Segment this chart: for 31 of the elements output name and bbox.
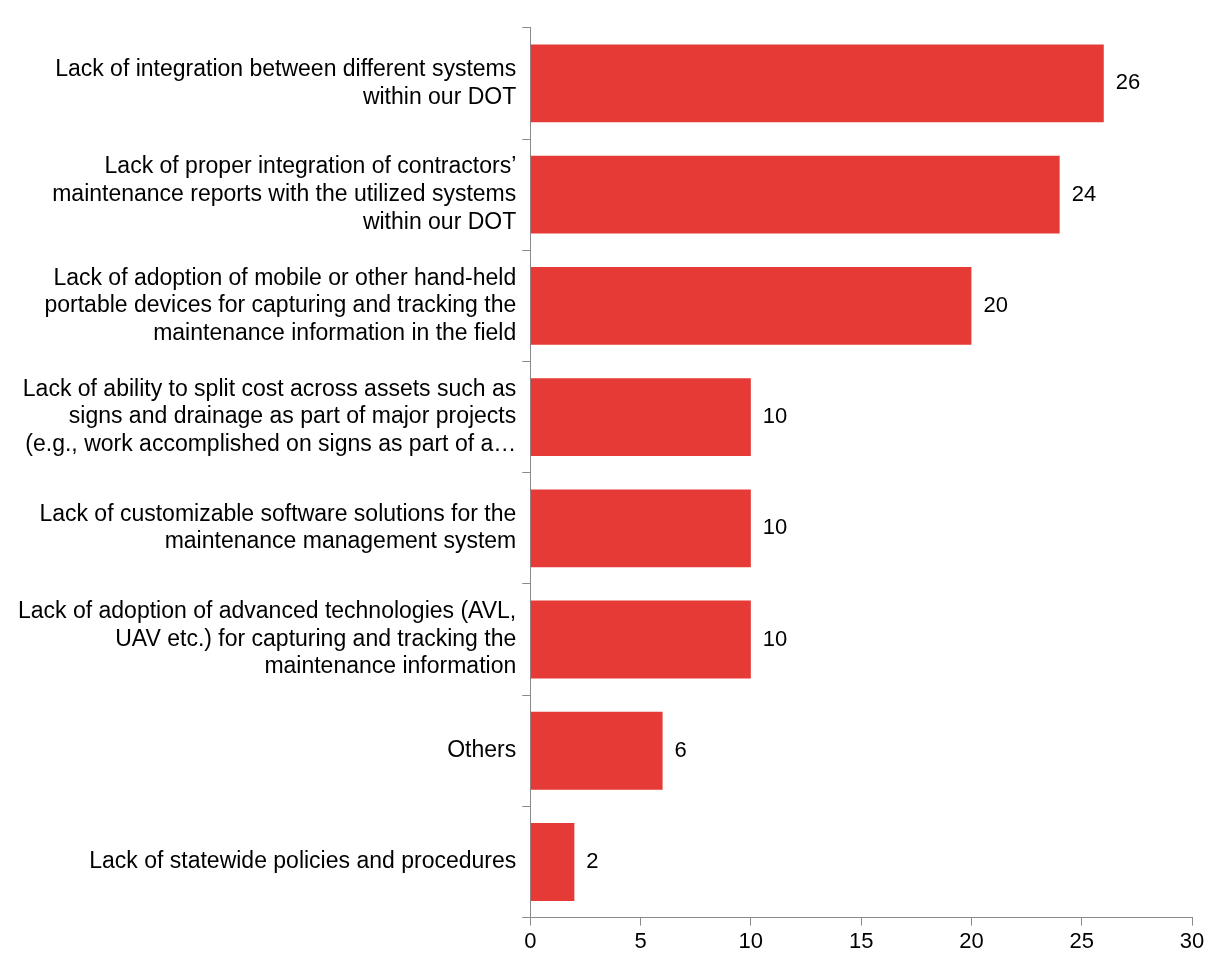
y-tick-label: Lack of adoption of mobile or other hand-held portable devices for capturing and tracking the maintenance information in the field bbox=[44, 263, 517, 345]
data-label: 10 bbox=[762, 514, 788, 540]
bar bbox=[530, 711, 663, 790]
x-tick-label: 15 bbox=[848, 927, 874, 953]
y-tick-label: Lack of ability to split cost across assets such as signs and drainage as part of major projects (e.g., work accomplished on signs as part of a… bbox=[22, 374, 517, 457]
x-tick-label: 25 bbox=[1069, 927, 1094, 953]
data-label: 20 bbox=[983, 291, 1008, 317]
y-tick-label: Others bbox=[447, 736, 517, 763]
data-label: 2 bbox=[586, 848, 599, 874]
data-label: 26 bbox=[1115, 69, 1141, 95]
y-tick-label: Lack of integration between different systems within our DOT bbox=[55, 54, 517, 109]
bar bbox=[530, 823, 575, 901]
y-tick-label: Lack of statewide policies and procedures bbox=[89, 847, 517, 874]
x-tick-label: 0 bbox=[524, 927, 537, 953]
data-label: 6 bbox=[674, 736, 687, 762]
x-tick-label: 5 bbox=[634, 927, 647, 953]
bar bbox=[530, 44, 1104, 123]
bar bbox=[530, 600, 751, 679]
y-tick-label: Lack of adoption of advanced technologies (AVL, UAV etc.) for capturing and tracking the maintenance information bbox=[17, 597, 517, 679]
x-tick-label: 20 bbox=[959, 927, 984, 953]
data-label: 24 bbox=[1071, 180, 1097, 206]
bar bbox=[530, 266, 972, 345]
bar bbox=[530, 489, 751, 568]
y-tick-label: Lack of customizable software solutions for the maintenance management system bbox=[39, 499, 517, 554]
data-label: 10 bbox=[762, 403, 788, 429]
data-label: 10 bbox=[762, 625, 788, 651]
bar bbox=[530, 155, 1060, 234]
y-tick-label: Lack of proper integration of contractors’ maintenance reports with the utilized systems within our DOT bbox=[52, 152, 517, 234]
x-tick-label: 10 bbox=[738, 927, 764, 953]
x-tick-label: 30 bbox=[1179, 927, 1205, 953]
bar bbox=[530, 378, 751, 457]
